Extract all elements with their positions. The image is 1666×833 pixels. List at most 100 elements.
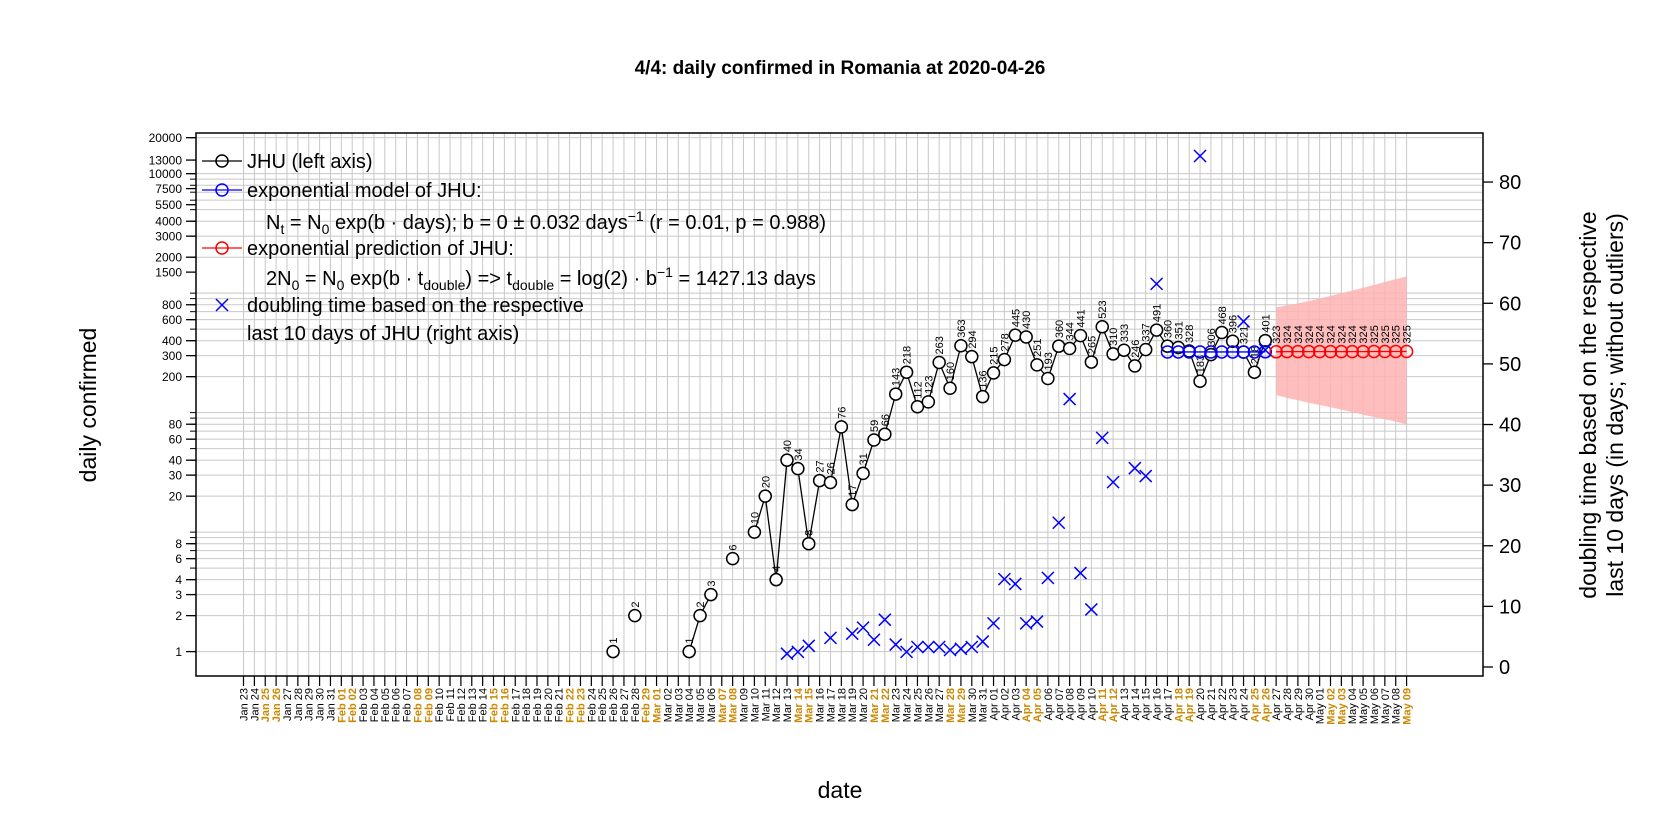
jhu-data-label: 396	[1228, 315, 1240, 333]
model-point	[1160, 345, 1175, 359]
date-tick-label: Mar 02	[662, 688, 674, 722]
date-tick-label: Apr 12	[1108, 688, 1120, 722]
jhu-data-label: 523	[1097, 300, 1109, 318]
left-tick-label: 3	[175, 588, 182, 602]
date-tick-label: Apr 02	[999, 688, 1011, 720]
left-tick-label: 4000	[155, 215, 182, 229]
left-tick-label: 20000	[149, 131, 183, 145]
jhu-data-label: 278	[999, 333, 1011, 351]
model-point	[1258, 345, 1273, 359]
doubling-point	[856, 621, 870, 635]
doubling-point	[867, 633, 881, 647]
jhu-data-label: 31	[858, 453, 870, 465]
prediction-point	[1388, 344, 1403, 359]
left-tick-label: 1500	[155, 266, 182, 280]
date-tick-label: Apr 14	[1130, 688, 1142, 720]
date-tick-label: Feb 11	[445, 688, 457, 721]
jhu-line-segment	[764, 496, 777, 580]
left-tick-label: 5500	[155, 198, 182, 212]
date-tick-label: Apr 27	[1271, 688, 1283, 720]
date-tick-label: Apr 08	[1065, 688, 1077, 720]
prediction-band-area	[1276, 276, 1407, 425]
date-tick-label: Feb 23	[575, 688, 587, 723]
jhu-point	[1019, 330, 1033, 344]
date-tick-label: Feb 29	[641, 688, 653, 723]
prediction-data-label: 324	[1347, 325, 1359, 343]
jhu-line-segment	[884, 393, 897, 435]
left-tick-label: 30	[169, 469, 183, 483]
jhu-point	[910, 400, 925, 414]
jhu-data-label: 218	[902, 346, 914, 364]
date-tick-label: Feb 13	[467, 688, 479, 722]
date-tick-label: Apr 30	[1304, 688, 1316, 720]
date-tick-label: Mar 11	[760, 688, 772, 721]
jhu-data-label: 310	[1108, 328, 1120, 346]
right-axis-title-line2: last 10 days (in days; without outliers)	[1602, 213, 1628, 597]
jhu-point	[1215, 325, 1229, 340]
date-tick-label: Feb 21	[554, 688, 566, 722]
doubling-point	[1008, 577, 1022, 591]
doubling-point	[1084, 602, 1098, 616]
jhu-point	[1095, 320, 1109, 334]
jhu-point	[791, 461, 805, 476]
data-marks: 1212361020440348272676173159661432181121…	[606, 149, 1414, 661]
jhu-point	[606, 644, 620, 659]
jhu-line-segment	[840, 426, 853, 505]
date-tick-label: Feb 01	[336, 688, 348, 723]
date-tick-label: Feb 05	[380, 688, 392, 722]
date-tick-label: Jan 26	[271, 688, 283, 722]
doubling-point	[889, 638, 903, 652]
jhu-data-label: 183	[1195, 355, 1207, 373]
prediction-data-label: 325	[1402, 325, 1414, 343]
jhu-line-segment	[808, 480, 821, 544]
date-tick-label: Mar 18	[836, 688, 848, 722]
right-tick-label: 40	[1499, 415, 1521, 437]
jhu-line-segment	[775, 460, 788, 580]
right-tick-label: 0	[1499, 657, 1510, 679]
model-point	[1193, 345, 1207, 359]
prediction-point	[1312, 344, 1327, 359]
date-tick-label: Apr 11	[1097, 688, 1109, 722]
left-tick-label: 600	[162, 313, 182, 327]
date-tick-label: Jan 23	[239, 688, 251, 721]
chart-title: 4/4: daily confirmed in Romania at 2020-…	[635, 58, 1046, 79]
legend-jhu-label: JHU (left axis)	[247, 151, 373, 173]
x-axis-title: date	[818, 777, 863, 803]
jhu-point	[856, 466, 870, 481]
right-tick-label: 80	[1499, 172, 1521, 194]
legend-prediction-formula: 2N0 = N0 exp(b · tdouble) => tdouble = l…	[266, 264, 816, 293]
date-tick-label: Mar 26	[923, 688, 935, 722]
date-tick-label: Jan 27	[282, 688, 294, 721]
date-tick-label: Apr 18	[1173, 688, 1185, 722]
left-tick-label: 6	[175, 552, 182, 566]
doubling-point	[802, 639, 816, 653]
left-tick-label: 8	[175, 537, 182, 551]
jhu-data-label: 160	[945, 362, 957, 380]
jhu-data-label: 328	[1184, 325, 1196, 343]
date-tick-label: May 09	[1402, 688, 1414, 725]
doubling-point	[1041, 571, 1055, 585]
prediction-data-label: 324	[1336, 325, 1348, 343]
date-tick-label: Mar 31	[978, 688, 990, 722]
date-tick-label: Apr 07	[1054, 688, 1066, 720]
date-tick-label: Mar 16	[815, 688, 827, 722]
jhu-data-label: 1	[684, 637, 696, 643]
axes: 2000013000100007500550040003000200015008…	[149, 131, 1522, 724]
jhu-data-label: 363	[956, 319, 968, 337]
jhu-point	[1084, 355, 1099, 369]
prediction-data-label: 324	[1293, 325, 1305, 343]
date-tick-label: Mar 20	[858, 688, 870, 722]
date-tick-label: Apr 23	[1228, 688, 1240, 720]
jhu-point	[1193, 374, 1207, 389]
left-tick-label: 80	[169, 418, 183, 432]
prediction-point	[1378, 344, 1392, 359]
legend-prediction-label: exponential prediction of JHU:	[247, 238, 514, 260]
doubling-point	[1106, 475, 1120, 489]
date-tick-label: Jan 31	[325, 688, 337, 721]
date-tick-label: Mar 13	[782, 688, 794, 722]
prediction-data-label: 325	[1369, 325, 1381, 343]
jhu-data-label: 441	[1075, 309, 1087, 327]
doubling-point	[823, 631, 838, 645]
left-tick-label: 1	[175, 645, 182, 659]
jhu-data-label: 59	[869, 420, 881, 432]
